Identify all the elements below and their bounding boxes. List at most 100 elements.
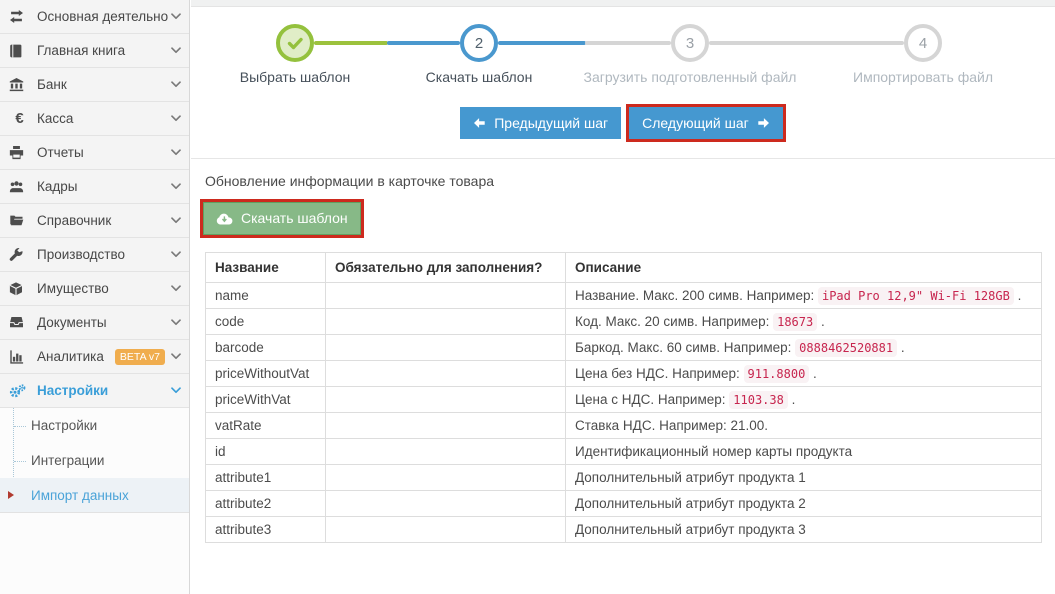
sidebar-menu: Основная деятельность Главная книга Банк € К… xyxy=(0,0,189,408)
sidebar-item-3[interactable]: € Касса xyxy=(0,102,189,136)
sidebar-item-label: Имущество xyxy=(37,281,109,296)
example-code: iPad Pro 12,9" Wi-Fi 128GB xyxy=(817,287,1014,305)
box-icon xyxy=(9,281,30,296)
sidebar-item-9[interactable]: Документы xyxy=(0,306,189,340)
sidebar-item-5[interactable]: Кадры xyxy=(0,170,189,204)
sidebar-item-2[interactable]: Банк xyxy=(0,68,189,102)
field-name-cell: code xyxy=(205,308,326,335)
sidebar-item-label: Справочник xyxy=(37,213,112,228)
example-code: 18673 xyxy=(773,313,818,331)
table-row: attribute3 Дополнительный атрибут продукт… xyxy=(205,516,1042,543)
sidebar-subitem-2[interactable]: Импорт данных xyxy=(0,478,189,513)
chevron-down-icon xyxy=(171,115,181,122)
sidebar-subitem-label: Настройки xyxy=(31,418,98,433)
description-cell: Название. Макс. 200 симв. Например: iPad… xyxy=(565,282,1042,309)
sidebar-item-8[interactable]: Имущество xyxy=(0,272,189,306)
description-cell: Цена с НДС. Например: 1103.38 . xyxy=(565,386,1042,413)
required-cell xyxy=(325,308,566,335)
chevron-down-icon xyxy=(171,183,181,190)
beta-badge: BETA v7 xyxy=(114,348,165,365)
download-template-button[interactable]: Скачать шаблон xyxy=(203,202,361,235)
required-cell xyxy=(325,464,566,491)
template-fields-table: Название Обязательно для заполнения? Опи… xyxy=(205,252,1042,543)
book-icon xyxy=(9,44,30,58)
step-1-circle-done xyxy=(276,24,314,62)
required-cell xyxy=(325,334,566,361)
step-2-number: 2 xyxy=(474,34,484,52)
sidebar-item-7[interactable]: Производство xyxy=(0,238,189,272)
connector-future-2 xyxy=(709,41,904,45)
next-step-button[interactable]: Следующий шаг xyxy=(629,107,783,139)
sidebar-subitem-1[interactable]: Интеграции xyxy=(0,443,189,478)
sidebar-item-label: Настройки xyxy=(37,383,109,398)
sidebar-item-1[interactable]: Главная книга xyxy=(0,34,189,68)
wrench-icon xyxy=(9,247,30,262)
header-description: Описание xyxy=(565,252,1042,283)
required-cell xyxy=(325,386,566,413)
table-row: priceWithoutVat Цена без НДС. Например: 9… xyxy=(205,360,1042,387)
annotation-box-download: Скачать шаблон xyxy=(200,199,364,238)
chevron-down-icon xyxy=(171,81,181,88)
sidebar-subitem-0[interactable]: Настройки xyxy=(0,408,189,443)
check-icon xyxy=(285,33,305,53)
required-cell xyxy=(325,360,566,387)
step-2-label: Скачать шаблон xyxy=(425,69,533,85)
field-name-cell: priceWithVat xyxy=(205,386,326,413)
field-name-cell: vatRate xyxy=(205,412,326,439)
description-cell: Баркод. Макс. 60 симв. Например: 0888462… xyxy=(565,334,1042,361)
sidebar-subitem-label: Импорт данных xyxy=(31,487,129,503)
sidebar-item-6[interactable]: Справочник xyxy=(0,204,189,238)
settings-icon xyxy=(9,383,30,398)
sidebar-item-label: Отчеты xyxy=(37,145,84,160)
chevron-down-icon xyxy=(171,285,181,292)
chevron-down-icon xyxy=(171,251,181,258)
example-code: 1103.38 xyxy=(729,391,788,409)
chevron-down-icon xyxy=(171,353,181,360)
previous-step-button[interactable]: Предыдущий шаг xyxy=(460,107,622,139)
description-cell: Ставка НДС. Например: 21.00. xyxy=(565,412,1042,439)
next-step-label: Следующий шаг xyxy=(642,115,749,131)
table-row: name Название. Макс. 200 симв. Например: … xyxy=(205,282,1042,309)
download-template-label: Скачать шаблон xyxy=(241,210,348,226)
sidebar-item-label: Документы xyxy=(37,315,107,330)
sidebar-item-label: Банк xyxy=(37,77,67,92)
sidebar-item-0[interactable]: Основная деятельность xyxy=(0,0,189,34)
sidebar-item-label: Производство xyxy=(37,247,126,262)
wizard-nav-buttons: Предыдущий шаг Следующий шаг xyxy=(191,104,1055,142)
step-4-number: 4 xyxy=(918,34,928,52)
connector-done xyxy=(314,41,388,45)
chevron-down-icon xyxy=(171,47,181,54)
sidebar-item-10[interactable]: Аналитика BETA v7 xyxy=(0,340,189,374)
sidebar-item-11[interactable]: Настройки xyxy=(0,374,189,408)
section-title: Обновление информации в карточке товара xyxy=(205,173,495,189)
table-header-row: Название Обязательно для заполнения? Опи… xyxy=(205,252,1042,283)
description-cell: Идентификационный номер карты продукта xyxy=(565,438,1042,465)
chevron-down-icon xyxy=(171,13,181,20)
step-4-label: Импортировать файл xyxy=(853,69,993,85)
sidebar-item-label: Аналитика xyxy=(37,349,104,364)
required-cell xyxy=(325,282,566,309)
field-name-cell: barcode xyxy=(205,334,326,361)
description-cell: Цена без НДС. Например: 911.8800 . xyxy=(565,360,1042,387)
field-name-cell: id xyxy=(205,438,326,465)
annotation-box-next-step: Следующий шаг xyxy=(626,104,786,142)
description-cell: Дополнительный атрибут продукта 2 xyxy=(565,490,1042,517)
required-cell xyxy=(325,438,566,465)
arrow-left-icon xyxy=(473,117,486,129)
chevron-down-icon xyxy=(171,387,181,394)
table-row: priceWithVat Цена с НДС. Например: 1103.3… xyxy=(205,386,1042,413)
required-cell xyxy=(325,412,566,439)
step-3-circle: 3 xyxy=(671,24,709,62)
chevron-down-icon xyxy=(171,217,181,224)
table-row: vatRate Ставка НДС. Например: 21.00. xyxy=(205,412,1042,439)
analytics-icon xyxy=(9,349,30,364)
step-3-label: Загрузить подготовленный файл xyxy=(583,69,797,85)
sidebar-item-4[interactable]: Отчеты xyxy=(0,136,189,170)
required-cell xyxy=(325,490,566,517)
description-cell: Дополнительный атрибут продукта 3 xyxy=(565,516,1042,543)
chevron-down-icon xyxy=(171,149,181,156)
arrow-right-icon xyxy=(757,117,770,129)
sidebar-item-label: Кадры xyxy=(37,179,78,194)
description-cell: Код. Макс. 20 симв. Например: 18673 . xyxy=(565,308,1042,335)
